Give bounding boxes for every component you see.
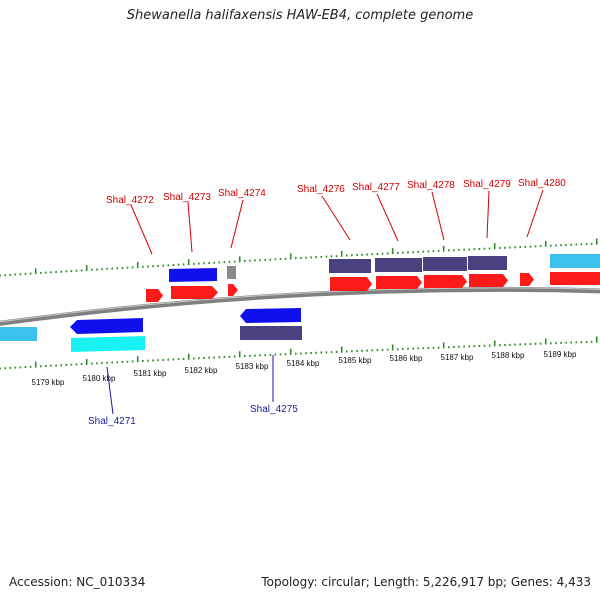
gene-label-shal-4280: Shal_4280: [518, 178, 566, 189]
reverse-gene-track: [0, 326, 302, 352]
gene-label-shal-4272: Shal_4272: [106, 195, 154, 206]
scale-label: 5181 kbp: [134, 369, 167, 378]
gene-block-shal-4271[interactable]: [71, 336, 145, 352]
scale-label: 5183 kbp: [236, 362, 269, 371]
reverse-scale-ticks: [0, 336, 598, 370]
reverse-cds-track: [70, 308, 301, 334]
scale-label: 5185 kbp: [339, 356, 372, 365]
cds-arrow-shal-4280[interactable]: [520, 273, 534, 286]
accession-text: Accession: NC_010334: [9, 575, 146, 589]
gene-label-shal-4276: Shal_4276: [297, 184, 345, 195]
gene-block-shal-4274[interactable]: [227, 266, 236, 279]
scale-label: 5182 kbp: [185, 366, 218, 375]
gene-block-shal-4279[interactable]: [468, 256, 507, 270]
topology-text: Topology: circular; Length: 5,226,917 bp…: [261, 575, 591, 589]
gene-block-shal-4275[interactable]: [240, 326, 302, 340]
scale-label: 5180 kbp: [83, 374, 116, 383]
gene-block-shal-4278[interactable]: [423, 257, 467, 271]
scale-label: 5187 kbp: [441, 353, 474, 362]
gene-label-shal-4271: Shal_4271: [88, 416, 136, 427]
scale-label: 5184 kbp: [287, 359, 320, 368]
map-title: Shewanella halifaxensis HAW-EB4, complet…: [126, 8, 474, 23]
gene-label-shal-4274: Shal_4274: [218, 188, 266, 199]
genome-backbone-highlight: [0, 287, 600, 323]
genome-backbone: [0, 286, 600, 326]
forward-label-leaders: [130, 189, 544, 255]
gene-block-offscreen-left[interactable]: [0, 327, 37, 341]
gene-label-shal-4273: Shal_4273: [163, 192, 211, 203]
cds-arrow-shal-4273[interactable]: [171, 286, 218, 299]
cds-arrow-shal-4277[interactable]: [376, 276, 422, 289]
forward-gene-track: [169, 254, 600, 282]
cds-arrow-shal-4275[interactable]: [240, 308, 301, 323]
reverse-label-leaders: [106, 355, 274, 415]
cds-arrow-offscreen-right[interactable]: [550, 272, 600, 285]
scale-label: 5179 kbp: [32, 378, 65, 387]
cds-arrow-shal-4271[interactable]: [70, 318, 143, 334]
scale-label: 5188 kbp: [492, 351, 525, 360]
gene-label-shal-4277: Shal_4277: [352, 182, 400, 193]
cds-arrow-shal-4279[interactable]: [469, 274, 508, 287]
gene-label-shal-4275: Shal_4275: [250, 404, 298, 415]
cds-arrow-shal-4276[interactable]: [330, 277, 372, 291]
gene-block-offscreen-right[interactable]: [550, 254, 600, 268]
forward-scale-ticks: [0, 238, 598, 277]
scale-label: 5189 kbp: [544, 350, 577, 359]
cds-arrow-shal-4274[interactable]: [228, 284, 238, 296]
scale-label: 5186 kbp: [390, 354, 423, 363]
gene-block-shal-4277[interactable]: [375, 258, 422, 272]
cds-arrow-shal-4278[interactable]: [424, 275, 467, 288]
gene-block-shal-4276[interactable]: [329, 259, 371, 273]
forward-cds-track: [146, 272, 600, 302]
cds-arrow-shal-4272[interactable]: [146, 289, 163, 302]
gene-label-shal-4278: Shal_4278: [407, 180, 455, 191]
gene-block-shal-4273[interactable]: [169, 268, 217, 282]
gene-label-shal-4279: Shal_4279: [463, 179, 511, 190]
